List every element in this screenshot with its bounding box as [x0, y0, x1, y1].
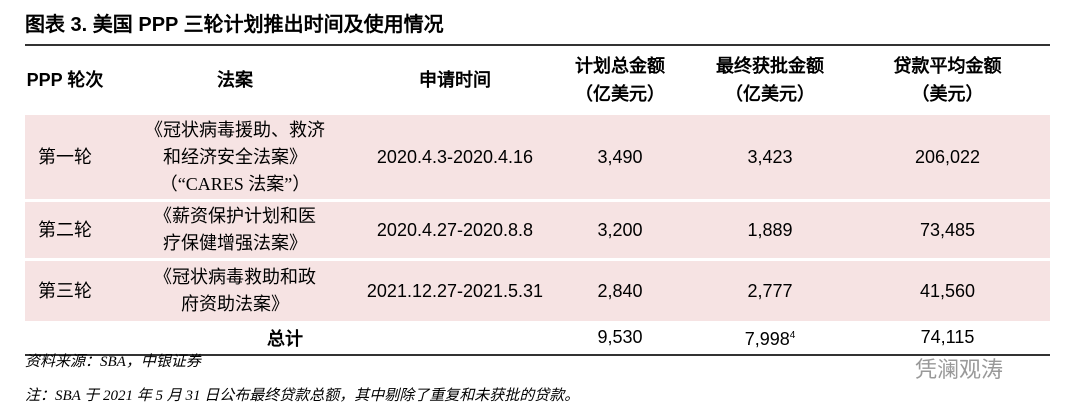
header-text: 最终获批金额 — [716, 56, 824, 76]
cell: 2021.12.27-2021.5.31 — [365, 258, 545, 321]
cell: 《冠状病毒援助、救济 和经济安全法案》 （“CARES 法案”） — [105, 112, 365, 201]
table-row: 第二轮 《薪资保护计划和医 疗保健增强法案》 2020.4.27-2020.8.8 3,… — [25, 199, 1050, 260]
cell: 2,777 — [695, 258, 845, 321]
footnote-mark: 4 — [789, 330, 796, 341]
header-text: （亿美元） — [575, 84, 665, 104]
watermark: 凭澜观涛 — [915, 358, 1004, 383]
table: PPP 轮次 法案 申请时间 计划总金额 （亿美元） 最终获批金额 （亿美元） 贷款平均金额 （… — [25, 48, 1050, 356]
cell: 74,115 — [845, 321, 1050, 356]
cell: 3,490 — [545, 112, 695, 201]
cell: 2020.4.27-2020.8.8 — [365, 199, 545, 260]
cell: 206,022 — [845, 112, 1050, 201]
header-text: 法案 — [217, 70, 253, 90]
cell-text: 疗保健增强法案》 — [163, 233, 307, 253]
header-text: （美元） — [911, 84, 984, 104]
source: 资料来源：SBA，中银证券 — [25, 354, 201, 370]
cell: 第三轮 — [25, 258, 105, 321]
note: 注：SBA 于 2021 年 5 月 31 日公布最终贷款总额，其中剔除了重复和… — [25, 388, 580, 404]
cell: 3,423 — [695, 112, 845, 201]
cell: 7,9984 — [695, 321, 845, 356]
header-row: PPP 轮次 法案 申请时间 计划总金额 （亿美元） 最终获批金额 （亿美元） 贷款平均金额 （… — [25, 48, 1050, 114]
cell: 《薪资保护计划和医 疗保健增强法案》 — [105, 199, 365, 260]
table-row: 第三轮 《冠状病毒救助和政 府资助法案》 2021.12.27-2021.5.31 2,… — [25, 258, 1050, 321]
cell-text: 《冠状病毒援助、救济 — [145, 119, 325, 140]
cell-text: （“CARES 法案”） — [159, 173, 311, 194]
header-text: （亿美元） — [725, 84, 815, 104]
cell: 3,200 — [545, 199, 695, 260]
header-text: 贷款平均金额 — [893, 56, 1002, 76]
header-cell: 最终获批金额 （亿美元） — [695, 48, 845, 114]
cell: 9,530 — [545, 321, 695, 356]
header-cell: 申请时间 — [365, 48, 545, 114]
cell: 2020.4.3-2020.4.16 — [365, 112, 545, 201]
header-text: PPP 轮次 — [26, 70, 104, 90]
total-row: 总计 9,530 7,9984 74,115 — [25, 321, 1050, 356]
header-text: 申请时间 — [419, 70, 491, 90]
header-cell: 法案 — [105, 48, 365, 114]
cell: 41,560 — [845, 258, 1050, 321]
cell: 总计 — [25, 321, 545, 356]
header-cell: PPP 轮次 — [25, 48, 105, 114]
cell: 1,889 — [695, 199, 845, 260]
cell: 第一轮 — [25, 112, 105, 201]
cell-text: 府资助法案》 — [181, 294, 289, 314]
cell: 《冠状病毒救助和政 府资助法案》 — [105, 258, 365, 321]
cell: 第二轮 — [25, 199, 105, 260]
table-body: 第一轮 《冠状病毒援助、救济 和经济安全法案》 （“CARES 法案”） 2020.4.… — [25, 112, 1050, 356]
header-cell: 计划总金额 （亿美元） — [545, 48, 695, 114]
table-row: 第一轮 《冠状病毒援助、救济 和经济安全法案》 （“CARES 法案”） 2020.4.… — [25, 112, 1050, 201]
cell: 2,840 — [545, 258, 695, 321]
header-text: 计划总金额 — [575, 56, 665, 76]
cell-text: 《冠状病毒救助和政 — [154, 267, 316, 287]
rule — [25, 44, 1050, 46]
cell: 73,485 — [845, 199, 1050, 260]
cell-text: 《薪资保护计划和医 — [154, 206, 316, 226]
cell-text: 和经济安全法案》 — [163, 146, 307, 167]
title: 图表 3. 美国 PPP 三轮计划推出时间及使用情况 — [25, 14, 444, 36]
cell-text: 7,998 — [744, 329, 790, 349]
header-cell: 贷款平均金额 （美元） — [845, 48, 1050, 114]
